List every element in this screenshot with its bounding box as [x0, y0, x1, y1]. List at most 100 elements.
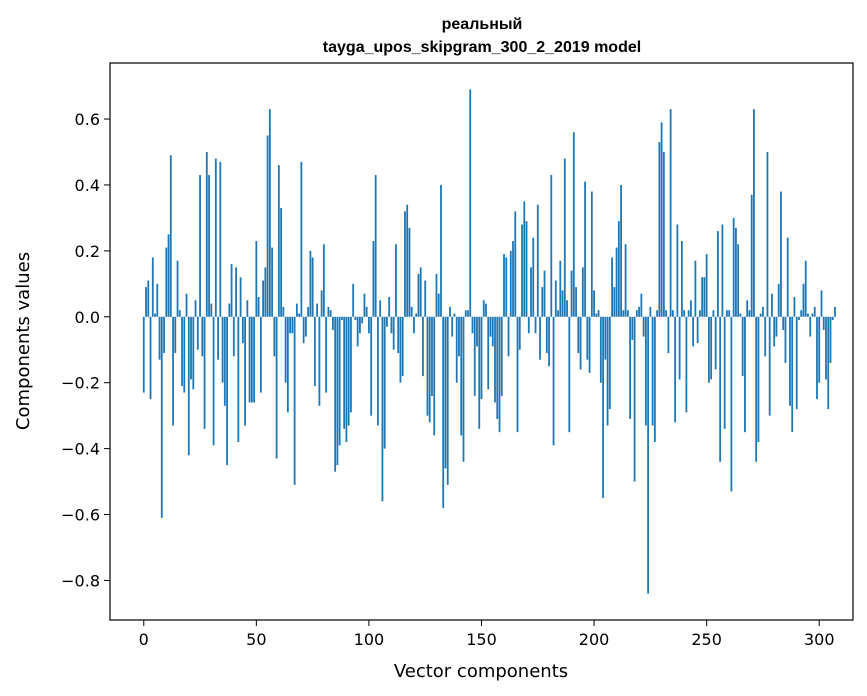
bar [755, 316, 758, 462]
x-tick-label: 200 [579, 630, 610, 649]
bar [753, 109, 755, 317]
bar [597, 310, 600, 317]
bar [811, 313, 814, 317]
bar [523, 201, 526, 317]
bar [309, 250, 312, 317]
bar [786, 237, 789, 317]
bar [471, 316, 474, 334]
bar [485, 303, 487, 317]
bar [271, 247, 274, 317]
bar [237, 316, 240, 443]
x-tick-label: 300 [804, 630, 835, 649]
bar [352, 283, 355, 317]
bar [759, 313, 762, 317]
bar [460, 316, 463, 436]
bar [239, 277, 242, 317]
bar [710, 316, 713, 380]
bar [172, 316, 174, 426]
bar [350, 316, 352, 413]
bar [257, 297, 260, 317]
bar [187, 316, 190, 456]
bars-group [142, 89, 836, 594]
bar [723, 316, 726, 429]
bar [455, 316, 458, 383]
bar [741, 316, 744, 377]
bar [809, 316, 812, 337]
bar [230, 264, 233, 317]
bar [694, 260, 697, 317]
bar [735, 227, 737, 317]
bar [696, 316, 699, 344]
bar [820, 290, 823, 317]
bar [266, 135, 269, 317]
bar [669, 109, 672, 317]
bar [167, 234, 170, 317]
bar [435, 273, 438, 317]
bar [458, 316, 460, 357]
bar [404, 211, 406, 317]
bar [795, 316, 798, 410]
bar [581, 267, 584, 317]
bar [579, 316, 582, 370]
bar [624, 244, 627, 317]
bar [644, 316, 647, 426]
y-tick-label: −0.8 [61, 571, 100, 590]
bar [563, 158, 566, 317]
bar [194, 300, 197, 317]
bar [708, 316, 710, 383]
bar [386, 316, 388, 327]
bar [219, 161, 222, 317]
bar [370, 316, 373, 416]
bar [509, 250, 512, 317]
bar [365, 306, 368, 317]
bar [185, 293, 188, 317]
x-axis-label: Vector components [394, 661, 568, 682]
bar [505, 257, 508, 317]
bar [653, 316, 656, 443]
bar [428, 316, 431, 423]
bar [570, 270, 573, 317]
bar [732, 217, 735, 317]
bar [212, 316, 215, 446]
bar [388, 297, 391, 317]
bar [719, 316, 722, 462]
bar [793, 297, 796, 317]
bar [329, 310, 332, 317]
bar [831, 316, 834, 321]
bar [415, 313, 418, 317]
bar [217, 316, 219, 360]
bar [649, 306, 652, 317]
bar [662, 151, 665, 317]
x-tick-label: 250 [691, 630, 722, 649]
y-axis-label: Components values [13, 252, 34, 430]
bar [377, 316, 379, 426]
bar [341, 316, 343, 321]
bar [604, 316, 607, 360]
bar [374, 175, 377, 317]
bar [692, 316, 695, 347]
bar [476, 316, 478, 347]
bar [347, 316, 350, 426]
bar [804, 260, 807, 317]
bar [431, 316, 433, 396]
bar [789, 316, 791, 406]
bar [363, 293, 366, 317]
bar [390, 316, 393, 334]
bar [210, 303, 213, 317]
bar [822, 316, 825, 330]
bar [280, 208, 283, 317]
bar [255, 240, 258, 317]
bar [496, 316, 499, 419]
bar [818, 316, 821, 383]
bar [548, 316, 550, 367]
bar [651, 316, 654, 426]
bar [169, 155, 172, 317]
bar [473, 316, 476, 396]
bar [717, 231, 719, 317]
bar [433, 316, 436, 436]
bar [671, 310, 674, 317]
bar [293, 316, 296, 485]
bar [611, 257, 613, 317]
bar [656, 310, 659, 317]
bar [381, 316, 384, 502]
